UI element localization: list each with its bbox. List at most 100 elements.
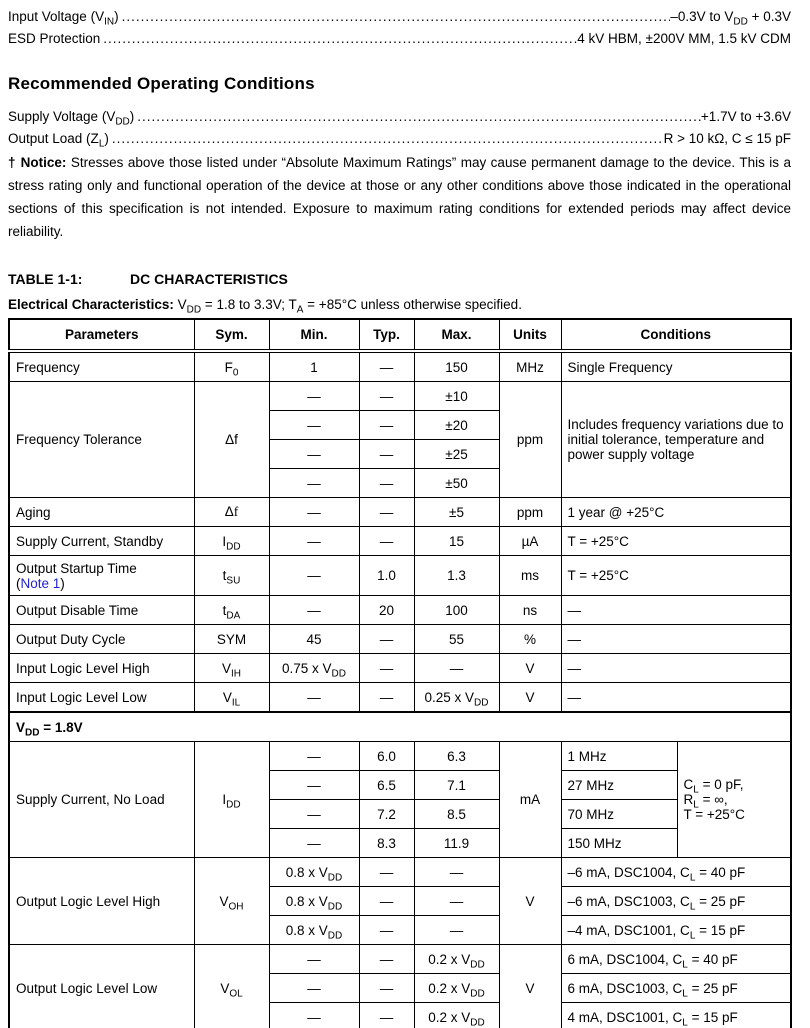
spec-label: Output Load (ZL) bbox=[8, 131, 109, 150]
table-cell: –6 mA, DSC1004, CL = 40 pF bbox=[560, 857, 792, 887]
table-cell: ±25 bbox=[413, 439, 500, 469]
note-link[interactable]: Note 1 bbox=[20, 575, 61, 591]
section-row: VDD = 1.8V bbox=[8, 711, 792, 742]
table-cell: — bbox=[358, 1002, 415, 1028]
table-cell: — bbox=[268, 682, 360, 713]
notice-text: Stresses above those listed under “Absol… bbox=[8, 155, 792, 239]
column-header: Sym. bbox=[193, 318, 270, 353]
table-label: TABLE 1-1: bbox=[8, 271, 83, 287]
table-cell: 150 bbox=[413, 350, 500, 382]
table-row: Output Startup Time (Note 1) tSU —1.0 1.3 ms T… bbox=[8, 555, 792, 596]
table-cell: 45 bbox=[268, 624, 360, 654]
table-row: —7.2 8.5 70 MHz bbox=[9, 799, 791, 829]
notice-paragraph: † Notice: Stresses above those listed un… bbox=[8, 151, 791, 243]
table-row: — — ±20 bbox=[9, 410, 791, 440]
table-cell: 27 MHz bbox=[560, 770, 678, 800]
table-row: Supply Current, No Load IDD —6.0 6.3 mA 1 MHz… bbox=[8, 741, 792, 858]
table-cell: — bbox=[413, 653, 500, 683]
table-cell: 0.8 x VDD bbox=[268, 886, 360, 916]
spec-value: 4 kV HBM, ±200V MM, 1.5 kV CDM bbox=[577, 31, 791, 46]
table-row: — —0.2 x VDD 4 mA, DSC1001, CL = 15 pF bbox=[9, 1002, 792, 1028]
table-cell: — bbox=[560, 595, 792, 625]
spec-line: Output Load (ZL)........................… bbox=[8, 128, 791, 150]
spec-value: –0.3V to VDD + 0.3V bbox=[670, 9, 791, 28]
table-cell: — bbox=[560, 682, 792, 713]
table-cell: 15 bbox=[413, 526, 500, 556]
table-cell: tSU bbox=[193, 555, 270, 596]
table-cell: Output Disable Time bbox=[8, 595, 195, 625]
table-cell: Output Logic Level Low bbox=[8, 944, 195, 1028]
table-cell: µA bbox=[498, 526, 562, 556]
table-row: Output Logic Level Low VOL — —0.2 x VDD V 6 m… bbox=[8, 944, 792, 1028]
table-cell: 1 bbox=[268, 350, 360, 382]
table-cell: 6 mA, DSC1004, CL = 40 pF bbox=[560, 944, 792, 974]
table-cell: — bbox=[358, 439, 415, 469]
spec-value: +1.7V to +3.6V bbox=[700, 109, 791, 124]
electrical-characteristics-prefix: Electrical Characteristics: bbox=[8, 297, 174, 312]
column-header: Conditions bbox=[560, 318, 792, 353]
table-cell: — bbox=[358, 497, 415, 527]
table-cell: — bbox=[268, 468, 360, 498]
table-cell: % bbox=[498, 624, 562, 654]
table-cell: V bbox=[498, 944, 562, 1028]
table-cell: V bbox=[498, 653, 562, 683]
table-cell: 0.75 x VDD bbox=[268, 653, 360, 683]
table-cell: — bbox=[358, 857, 415, 887]
table-cell: — bbox=[358, 973, 415, 1003]
table-row: Frequency F0 1—150 MHz Single Frequency bbox=[8, 350, 792, 382]
table-cell: 6.0 bbox=[358, 741, 415, 771]
dot-leader: ........................................… bbox=[121, 9, 671, 24]
table-row: —6.5 7.1 27 MHz bbox=[9, 770, 791, 800]
table-cell: 0.2 x VDD bbox=[413, 944, 500, 974]
column-header: Max. bbox=[413, 318, 500, 353]
dc-characteristics-table: Parameters Sym. Min. Typ. Max. Units Condition… bbox=[8, 318, 792, 1028]
table-row: 0.8 x VDD — — –6 mA, DSC1003, CL = 25 pF bbox=[9, 886, 792, 916]
table-cell: VIH bbox=[193, 653, 270, 683]
table-cell: Single Frequency bbox=[560, 350, 792, 382]
table-cell: — bbox=[358, 350, 415, 382]
table-cell: 1 year @ +25°C bbox=[560, 497, 792, 527]
table-cell: — bbox=[268, 770, 360, 800]
table-cell: F0 bbox=[193, 350, 270, 382]
table-row: — —0.2 x VDD 6 mA, DSC1003, CL = 25 pF bbox=[9, 973, 792, 1003]
table-cell: 0.8 x VDD bbox=[268, 857, 360, 887]
spec-value: R > 10 kΩ, C ≤ 15 pF bbox=[663, 131, 791, 146]
table-header-row: Parameters Sym. Min. Typ. Max. Units Condition… bbox=[8, 318, 792, 353]
table-cell: V bbox=[498, 682, 562, 713]
table-row: Frequency Tolerance Δf — — ±10 ppm Includes fr… bbox=[8, 381, 792, 498]
notice-prefix: † Notice: bbox=[8, 155, 67, 170]
table-row: — — ±25 bbox=[9, 439, 791, 469]
table-cell: 0.25 x VDD bbox=[413, 682, 500, 713]
table-cell: IDD bbox=[193, 741, 270, 858]
table-cell: — bbox=[268, 1002, 360, 1028]
section-heading-recommended-operating-conditions: Recommended Operating Conditions bbox=[8, 74, 315, 93]
table-cell: VOL bbox=[193, 944, 270, 1028]
table-cell: — bbox=[358, 682, 415, 713]
table-cell: — bbox=[268, 439, 360, 469]
table-cell: T = +25°C bbox=[560, 526, 792, 556]
table-cell: Δf bbox=[193, 497, 270, 527]
table-cell: 4 mA, DSC1001, CL = 15 pF bbox=[560, 1002, 792, 1028]
table-cell: — bbox=[268, 741, 360, 771]
table-cell: — bbox=[560, 653, 792, 683]
table-cell: MHz bbox=[498, 350, 562, 382]
table-cell: CL = 0 pF, RL = ∞, T = +25°C bbox=[676, 741, 792, 858]
table-row: 0.8 x VDD — — –4 mA, DSC1001, CL = 15 pF bbox=[9, 915, 792, 945]
table-cell: — bbox=[268, 526, 360, 556]
table-cell: 11.9 bbox=[413, 828, 500, 858]
table-cell: 8.3 bbox=[358, 828, 415, 858]
table-cell: mA bbox=[498, 741, 562, 858]
table-cell: VOH bbox=[193, 857, 270, 945]
table-cell: 20 bbox=[358, 595, 415, 625]
table-cell: — bbox=[560, 624, 792, 654]
table-row: Output Duty Cycle SYM 45—55% — bbox=[8, 624, 792, 654]
table-cell: ms bbox=[498, 555, 562, 596]
table-heading: TABLE 1-1: DC CHARACTERISTICS bbox=[8, 271, 791, 287]
table-cell: 55 bbox=[413, 624, 500, 654]
recommended-operating-lines: Supply Voltage (VDD)....................… bbox=[8, 106, 791, 150]
table-cell: — bbox=[268, 410, 360, 440]
table-cell: Aging bbox=[8, 497, 195, 527]
spec-line: Input Voltage (VIN).....................… bbox=[8, 6, 791, 28]
table-cell: Frequency Tolerance bbox=[8, 381, 195, 498]
table-cell: ppm bbox=[498, 497, 562, 527]
